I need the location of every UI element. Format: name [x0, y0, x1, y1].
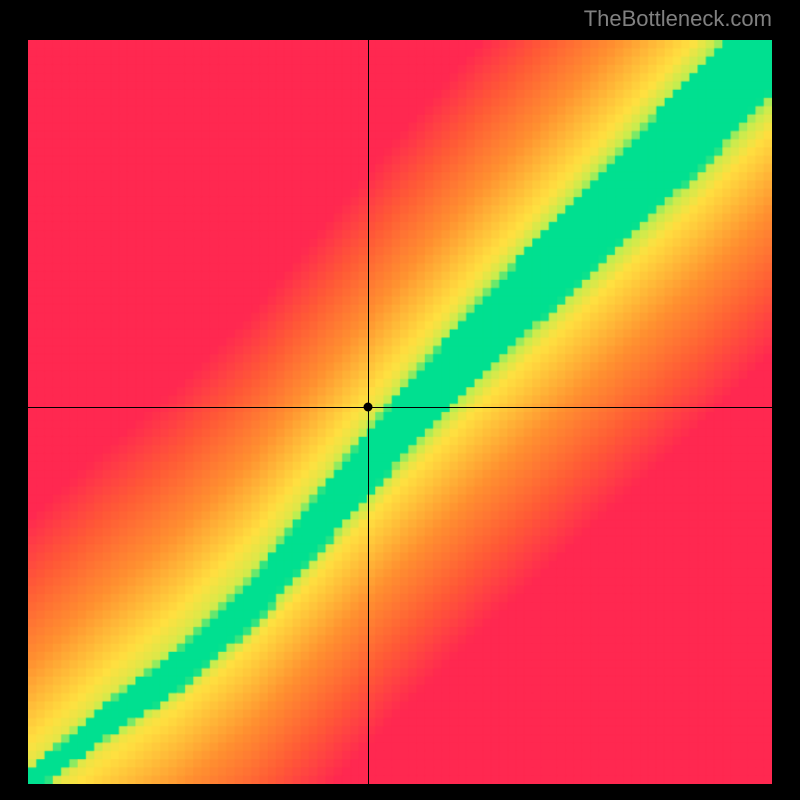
data-point-marker	[364, 402, 373, 411]
watermark-text: TheBottleneck.com	[584, 6, 772, 32]
heatmap-canvas	[28, 40, 772, 784]
crosshair-vertical	[368, 40, 369, 784]
heatmap-chart	[26, 38, 774, 786]
crosshair-horizontal	[28, 407, 772, 408]
